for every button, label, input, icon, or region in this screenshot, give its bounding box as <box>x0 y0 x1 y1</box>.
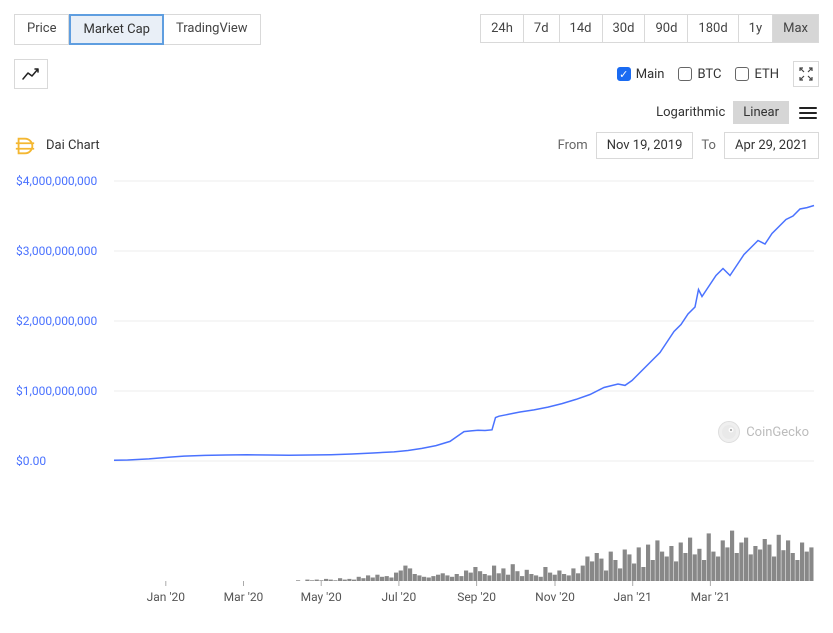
scale-logarithmic-button[interactable]: Logarithmic <box>656 105 725 120</box>
tab-tradingview[interactable]: TradingView <box>164 14 261 45</box>
chart-menu-button[interactable] <box>797 104 819 122</box>
range-90d[interactable]: 90d <box>645 14 688 43</box>
date-from-input[interactable]: Nov 19, 2019 <box>596 132 694 159</box>
tab-market-cap[interactable]: Market Cap <box>69 14 164 45</box>
svg-text:$2,000,000,000: $2,000,000,000 <box>16 314 98 328</box>
svg-text:Sep '20: Sep '20 <box>457 590 496 604</box>
range-1y[interactable]: 1y <box>739 14 773 43</box>
watermark: CoinGecko <box>718 421 809 443</box>
volume-bar-chart: Jan '20 Mar '20 May '20 Jul '20 Sep '20 Nov '… <box>14 491 817 611</box>
svg-text:$4,000,000,000: $4,000,000,000 <box>16 174 98 188</box>
trend-overlay-button[interactable] <box>14 59 48 89</box>
chart-area[interactable]: $0.00 $1,000,000,000 $2,000,000,000 $3,000,… <box>14 171 817 611</box>
coingecko-logo-icon <box>718 421 740 443</box>
range-14d[interactable]: 14d <box>560 14 603 43</box>
legend-eth[interactable]: ETH <box>735 67 779 82</box>
range-7d[interactable]: 7d <box>524 14 560 43</box>
legend-eth-label: ETH <box>754 67 779 82</box>
range-24h[interactable]: 24h <box>480 14 524 43</box>
scale-linear-button[interactable]: Linear <box>733 101 789 124</box>
dai-logo-icon <box>14 135 36 157</box>
date-to-input[interactable]: Apr 29, 2021 <box>724 132 819 159</box>
trend-icon <box>22 67 40 81</box>
chart-title-text: Dai Chart <box>46 138 100 153</box>
legend-btc[interactable]: BTC <box>678 67 721 82</box>
svg-text:May '20: May '20 <box>301 590 342 604</box>
legend-main-label: Main <box>636 67 665 82</box>
checkbox-icon <box>735 67 749 81</box>
watermark-text: CoinGecko <box>746 425 809 440</box>
fullscreen-button[interactable] <box>793 61 819 87</box>
range-180d[interactable]: 180d <box>688 14 738 43</box>
range-30d[interactable]: 30d <box>603 14 646 43</box>
svg-text:Jul '20: Jul '20 <box>382 590 417 604</box>
chart-type-tabs: PriceMarket CapTradingView <box>14 14 261 45</box>
checkbox-icon <box>678 67 692 81</box>
from-label: From <box>558 138 588 153</box>
legend-controls: ✓ Main BTC ETH <box>617 61 819 87</box>
svg-text:Mar '20: Mar '20 <box>224 590 264 604</box>
hamburger-icon <box>799 106 817 120</box>
legend-main[interactable]: ✓ Main <box>617 67 665 82</box>
date-range-picker: From Nov 19, 2019 To Apr 29, 2021 <box>558 132 819 159</box>
tab-price[interactable]: Price <box>14 14 69 45</box>
svg-text:Mar '21: Mar '21 <box>691 590 731 604</box>
time-range-tabs: 24h7d14d30d90d180d1yMax <box>480 14 819 43</box>
range-max[interactable]: Max <box>773 14 819 43</box>
chart-title: Dai Chart <box>14 135 100 157</box>
fullscreen-icon <box>799 67 813 81</box>
svg-text:$1,000,000,000: $1,000,000,000 <box>16 384 98 398</box>
svg-text:Jan '20: Jan '20 <box>147 590 186 604</box>
svg-text:Jan '21: Jan '21 <box>614 590 652 604</box>
to-label: To <box>701 138 716 153</box>
svg-text:Nov '20: Nov '20 <box>535 590 575 604</box>
svg-text:$0.00: $0.00 <box>16 454 46 468</box>
legend-btc-label: BTC <box>697 67 721 82</box>
checkbox-icon: ✓ <box>617 67 631 81</box>
market-cap-line-chart: $0.00 $1,000,000,000 $2,000,000,000 $3,000,… <box>14 171 817 491</box>
svg-text:$3,000,000,000: $3,000,000,000 <box>16 244 98 258</box>
